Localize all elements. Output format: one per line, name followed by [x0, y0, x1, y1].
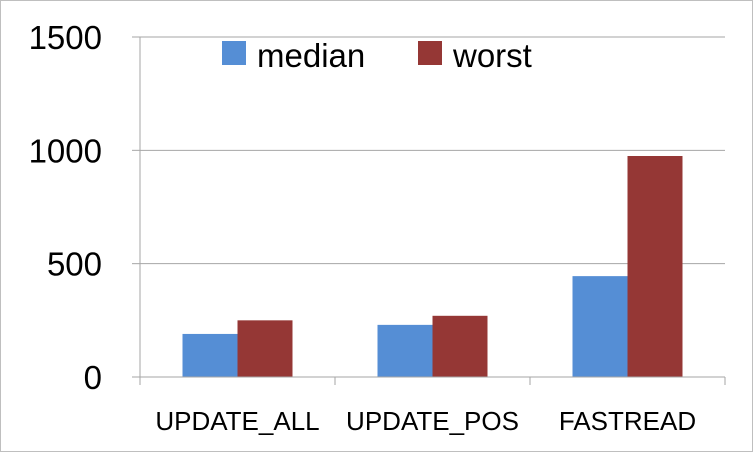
bar-worst-update_all [237, 320, 293, 377]
legend-label-worst: worst [452, 37, 532, 74]
legend-swatch-median [222, 41, 246, 65]
x-category-label-update_all: UPDATE_ALL [155, 406, 319, 436]
y-tick-label-0: 0 [84, 359, 102, 396]
y-axis-tick-labels: 0 500 1000 1500 [29, 19, 102, 396]
x-axis [139, 37, 726, 385]
bars [182, 156, 683, 377]
bar-median-fastread [572, 276, 628, 377]
y-tick-label-1500: 1500 [29, 19, 102, 56]
bar-worst-update_pos [432, 315, 488, 377]
x-axis-category-labels: UPDATE_ALL UPDATE_POS FASTREAD [155, 406, 696, 436]
y-tick-label-1000: 1000 [29, 132, 102, 169]
bar-median-update_pos [377, 324, 433, 377]
legend: median worst [222, 37, 532, 74]
x-category-label-fastread: FASTREAD [559, 406, 696, 436]
x-category-label-update_pos: UPDATE_POS [346, 406, 519, 436]
bar-median-update_all [182, 333, 238, 377]
bar-worst-fastread [627, 156, 683, 377]
legend-label-median: median [257, 37, 365, 74]
legend-swatch-worst [418, 41, 442, 65]
y-tick-label-500: 500 [47, 246, 102, 283]
